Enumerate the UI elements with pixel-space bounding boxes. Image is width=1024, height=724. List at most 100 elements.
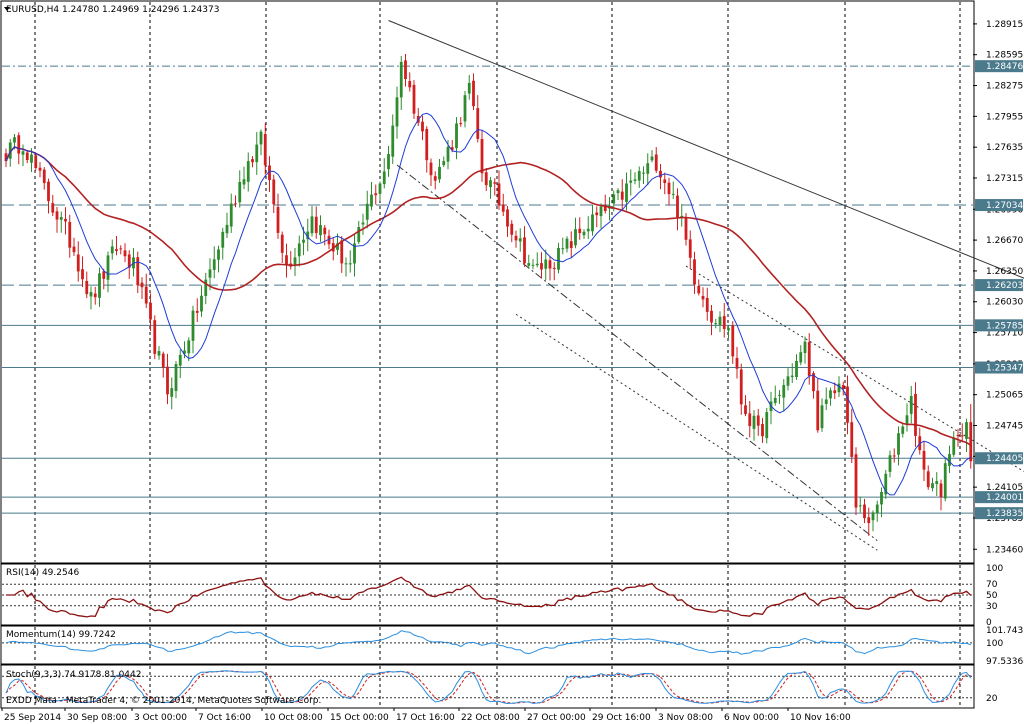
candle-body: [217, 249, 220, 260]
candle-body: [778, 394, 781, 396]
trendline[interactable]: [396, 164, 878, 541]
rsi-tick-label: 70: [986, 580, 998, 590]
candle-body: [744, 405, 747, 415]
candle-body: [119, 248, 123, 250]
candle-body: [748, 413, 752, 427]
stoch-tick-label: 20: [986, 694, 998, 704]
price-tick-label: 1.28275: [986, 82, 1023, 92]
time-tick-label: 30 Sep 08:00: [67, 713, 127, 723]
candle-body: [531, 264, 535, 266]
candle-body: [127, 254, 131, 268]
candle-body: [884, 473, 888, 495]
time-tick-label: 7 Oct 16:00: [198, 713, 251, 723]
price-level-tag: [975, 60, 1023, 73]
candle-body: [404, 60, 407, 79]
price-level-tag: [975, 491, 1023, 504]
candle-body: [650, 156, 654, 161]
candle-body: [833, 390, 837, 394]
candle-body: [268, 165, 271, 181]
candle-body: [820, 405, 824, 429]
candle-body: [59, 216, 63, 220]
candle-body: [327, 235, 331, 245]
candle-body: [72, 246, 76, 253]
candle-body: [846, 386, 849, 423]
candle-body: [697, 285, 701, 294]
time-tick-label: 15 Oct 00:00: [330, 713, 389, 723]
price-tick-label: 1.26030: [986, 298, 1023, 308]
candle-body: [25, 152, 29, 161]
momentum-pane[interactable]: Momentum(14) 99.7242: [0, 625, 975, 665]
candle-body: [76, 254, 80, 272]
trendline[interactable]: [388, 20, 1024, 348]
candle-body: [948, 454, 951, 466]
candle-body: [331, 243, 335, 252]
rsi-pane[interactable]: RSI(14) 49.2546: [0, 563, 975, 626]
candle-body: [450, 147, 454, 150]
candle-body: [102, 271, 106, 279]
candle-body: [30, 154, 33, 163]
candle-body: [799, 352, 803, 363]
candle-body: [357, 227, 361, 242]
candle-body: [960, 435, 964, 437]
price-tick-label: 1.23460: [986, 545, 1023, 555]
candle-body: [858, 505, 862, 507]
price-level-label: 1.24405: [986, 454, 1023, 464]
candle-body: [408, 81, 412, 88]
candle-body: [591, 214, 594, 232]
candle-body: [136, 257, 140, 286]
candle-body: [161, 353, 165, 368]
candle-body: [905, 415, 909, 425]
candle-body: [149, 302, 152, 320]
candle-body: [786, 376, 790, 386]
candle-body: [98, 273, 101, 298]
candle-body: [693, 259, 696, 285]
candle-body: [935, 481, 939, 485]
candle-body: [47, 181, 50, 202]
main-pane[interactable]: EURUSD,H4 1.24780 1.24969 1.24296 1.2437…: [0, 0, 1024, 564]
price-level-label: 1.26203: [986, 281, 1023, 291]
candle-body: [353, 243, 356, 264]
momentum-tick-label: 97.5336: [986, 657, 1023, 667]
candle-body: [663, 179, 667, 184]
candle-body: [586, 228, 590, 232]
candle-body: [183, 350, 186, 354]
candle-body: [710, 310, 713, 323]
candle-body: [578, 228, 582, 234]
candle-body: [523, 237, 526, 264]
stoch-pane[interactable]: Stoch(9,3,3) 74.9178 81.0442 EXDD Mata -…: [0, 664, 975, 709]
price-tick-label: 1.25710: [986, 329, 1023, 339]
candle-body: [272, 179, 276, 205]
candle-body: [807, 342, 811, 376]
rsi-tick-label: 50: [986, 591, 998, 601]
candle-body: [497, 183, 501, 206]
candle-body: [637, 171, 641, 181]
time-tick-label: 3 Oct 00:00: [134, 713, 187, 723]
price-tick-label: 1.27315: [986, 174, 1023, 184]
candle-body: [616, 190, 620, 194]
momentum-tick-label: 101.7433: [986, 626, 1024, 636]
price-levels: [2, 65, 973, 514]
collapse-triangle-icon[interactable]: [4, 7, 10, 11]
time-tick-label: 27 Oct 00:00: [527, 713, 586, 723]
candle-body: [191, 310, 195, 341]
trendline[interactable]: [685, 265, 1024, 550]
price-tick-label: 1.24745: [986, 422, 1023, 432]
candle-body: [625, 183, 628, 202]
candle-body: [803, 341, 807, 354]
candle-body: [582, 231, 586, 236]
trendline[interactable]: [515, 313, 878, 551]
rsi-tick-label: 30: [986, 602, 998, 612]
candle-body: [399, 61, 403, 98]
candle-body: [34, 155, 38, 169]
candle-body: [931, 483, 934, 489]
candle-body: [557, 248, 560, 270]
candle-body: [285, 255, 288, 265]
candle-body: [467, 82, 471, 94]
candle-body: [514, 235, 518, 241]
candle-body: [276, 206, 280, 233]
price-level-label: 1.25347: [986, 364, 1023, 374]
price-tick-label: 1.27955: [986, 112, 1023, 122]
candle-body: [812, 373, 815, 392]
